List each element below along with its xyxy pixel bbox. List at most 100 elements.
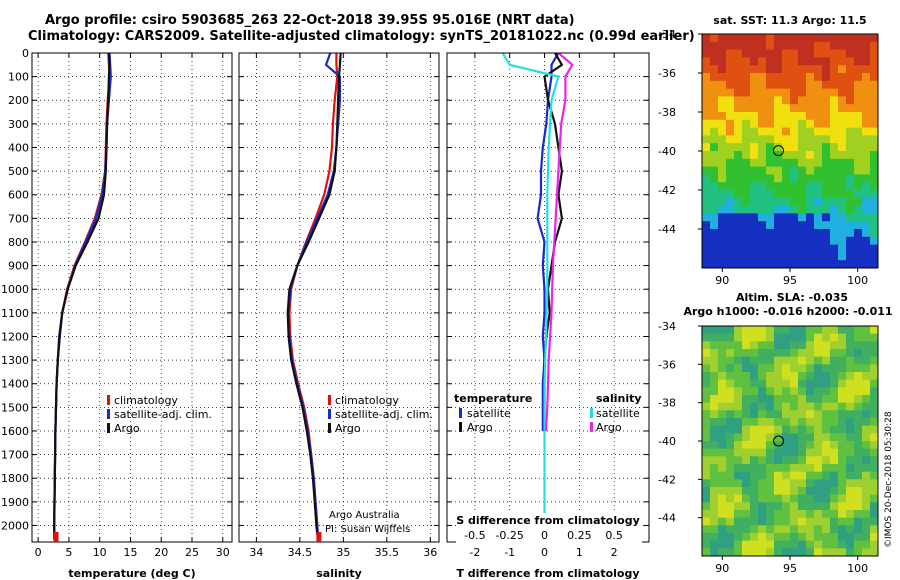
heatmap-cell [846, 49, 855, 58]
heatmap-cell [862, 182, 871, 191]
heatmap-cell [766, 517, 775, 526]
heatmap-cell [814, 221, 823, 230]
heatmap-cell [862, 540, 871, 549]
heatmap-cell [830, 510, 839, 519]
heatmap-cell [702, 502, 711, 511]
heatmap-cell [710, 540, 719, 549]
heatmap-cell [742, 260, 751, 268]
lat-tick-label: -36 [658, 67, 676, 80]
heatmap-cell [742, 127, 751, 136]
heatmap-cell [814, 135, 823, 144]
heatmap-cell [766, 433, 775, 442]
heatmap-cell [822, 221, 831, 230]
heatmap-cell [726, 143, 735, 152]
heatmap-cell [822, 333, 831, 342]
heatmap-cell [734, 356, 743, 365]
heatmap-cell [854, 174, 863, 183]
heatmap-cell [766, 425, 775, 434]
heatmap-cell [710, 502, 719, 511]
heatmap-cell [718, 540, 727, 549]
heatmap-cell [870, 517, 878, 526]
heatmap-cell [702, 174, 711, 183]
heatmap-cell [766, 49, 775, 58]
heatmap-cell [766, 112, 775, 121]
heatmap-cell [790, 252, 799, 261]
heatmap-cell [742, 326, 751, 335]
heatmap-cell [846, 57, 855, 66]
heatmap-cell [702, 135, 711, 144]
lat-tick-label: -34 [658, 28, 676, 41]
heatmap-cell [758, 244, 767, 253]
heatmap-cell [726, 244, 735, 253]
heatmap-cell [870, 441, 878, 450]
heatmap-cell [798, 364, 807, 373]
heatmap-cell [806, 143, 815, 152]
heatmap-cell [854, 229, 863, 238]
heatmap-cell [758, 252, 767, 261]
heatmap-cell [790, 127, 799, 136]
heatmap-cell [814, 533, 823, 542]
heatmap-cell [734, 464, 743, 473]
legend-swatch-argo [328, 423, 331, 433]
heatmap-cell [870, 73, 878, 82]
heatmap-cell [718, 34, 727, 43]
sla-map-panel: Altim. SLA: -0.035 Argo h1000: -0.016 h2… [658, 291, 893, 575]
heatmap-cell [774, 41, 783, 51]
lat-tick-label: -34 [658, 320, 676, 333]
salinity-frame [238, 52, 440, 543]
heatmap-cell [830, 356, 839, 365]
heatmap-cell [758, 260, 767, 268]
heatmap-cell [718, 127, 727, 136]
heatmap-cell [758, 221, 767, 230]
heatmap-cell [862, 464, 871, 473]
heatmap-cell [758, 182, 767, 191]
heatmap-cell [710, 104, 719, 113]
heatmap-cell [718, 487, 727, 496]
heatmap-cell [710, 448, 719, 457]
heatmap-cell [710, 65, 719, 74]
heatmap-cell [766, 379, 775, 388]
heatmap-cell [758, 158, 767, 168]
heatmap-cell [758, 65, 767, 74]
heatmap-cell [806, 49, 815, 58]
heatmap-cell [718, 104, 727, 113]
heatmap-cell [830, 127, 839, 136]
legend-swatch-t-argo [459, 422, 462, 432]
heatmap-cell [846, 143, 855, 152]
heatmap-cell [814, 80, 823, 90]
heatmap-cell [830, 166, 839, 175]
heatmap-cell [838, 80, 847, 90]
heatmap-cell [718, 41, 727, 51]
heatmap-cell [766, 143, 775, 152]
heatmap-cell [734, 387, 743, 396]
heatmap-cell [758, 80, 767, 90]
heatmap-cell [766, 190, 775, 199]
heatmap-cell [870, 166, 878, 175]
heatmap-cell [726, 182, 735, 191]
heatmap-cell [814, 174, 823, 183]
heatmap-cell [758, 517, 767, 526]
heatmap-cell [830, 197, 839, 207]
heatmap-cell [734, 433, 743, 442]
heatmap-cell [854, 213, 863, 222]
heatmap-cell [846, 456, 855, 465]
heatmap-cell [814, 34, 823, 43]
heatmap-cell [862, 364, 871, 373]
heatmap-cell [702, 158, 711, 168]
heatmap-cell [774, 425, 783, 434]
heatmap-cell [862, 112, 871, 121]
heatmap-cell [830, 448, 839, 457]
heatmap-cell [798, 333, 807, 342]
heatmap-cell [702, 364, 711, 373]
heatmap-cell [766, 494, 775, 503]
heatmap-cell [758, 96, 767, 105]
heatmap-cell [726, 471, 735, 480]
sst-map-ticks: 90 95 100 -34 -36 -38 -40 -42 -44 [658, 28, 868, 287]
heatmap-cell [750, 65, 759, 74]
heatmap-cell [830, 73, 839, 82]
heatmap-cell [750, 326, 759, 335]
heatmap-cell [814, 190, 823, 199]
x-tick-label: 0 [35, 546, 42, 559]
heatmap-cell [734, 73, 743, 82]
heatmap-cell [702, 205, 711, 214]
